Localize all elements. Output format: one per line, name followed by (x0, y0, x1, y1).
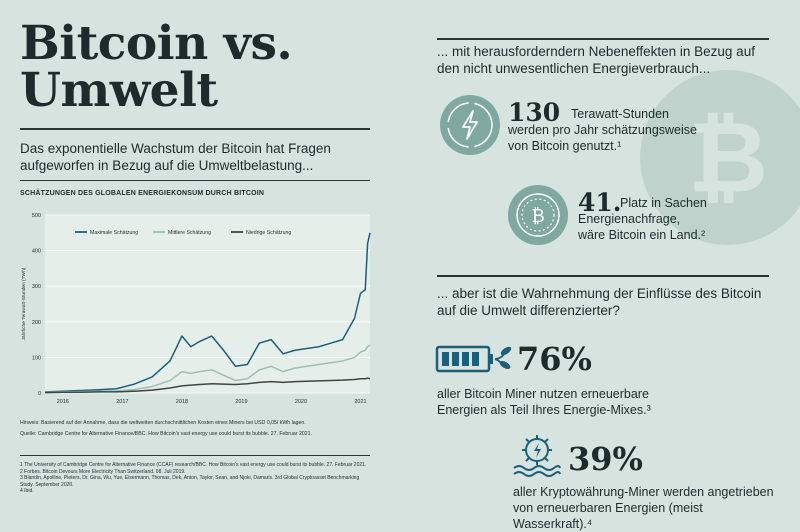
y-tick-label: 100 (32, 355, 41, 361)
section-heading-1: ... mit herausforderndern Nebeneffekten … (437, 44, 755, 76)
series-line-2 (44, 344, 371, 394)
x-tick-label: 2018 (176, 399, 188, 405)
bitcoin-watermark-icon: ₿ (640, 70, 800, 245)
title-line-1: Bitcoin vs. (20, 16, 293, 71)
stat-76-text: aller Bitcoin Miner nutzen erneuerbare E… (437, 387, 651, 417)
legend-label-1: Maximale Schätzung (90, 230, 138, 236)
divider (20, 455, 370, 456)
x-tick-label: 2020 (295, 399, 307, 405)
chart-title: SCHÄTZUNGEN DES GLOBALEN ENERGIEKONSUM D… (20, 190, 265, 197)
divider (20, 128, 370, 130)
section-heading-2: ... aber ist die Wahrnehmung der Einflüs… (437, 286, 762, 318)
energy-chart: 0 100 200 300 400 500 2016 2017 2018 2019 2020 2021… (20, 205, 375, 415)
x-tick-label: 2019 (235, 399, 247, 405)
bitcoin-coin-icon: ₿ (508, 185, 568, 245)
chart-source: Quelle: Cambridge Centre for Alternative… (20, 431, 312, 437)
x-tick-label: 2021 (354, 399, 366, 405)
stat-130-text: Terawatt-Stunden werden pro Jahr schätzu… (508, 107, 697, 153)
plot-background (45, 215, 370, 393)
footnote-2: 2 Forbes. Bitcoin Devours More Electrici… (20, 468, 186, 475)
footnote-3: 3 Blandin, Apolline, Pieters, Dr. Gina, … (20, 475, 360, 488)
battery-plant-icon (435, 343, 515, 375)
legend-label-3: Niedrige Schätzung (246, 230, 291, 236)
chart-note: Hinweis: Basierend auf der Annahme, dass… (20, 420, 306, 426)
y-tick-label: 0 (38, 391, 41, 397)
divider (437, 275, 769, 277)
stat-39-value: 39% (568, 440, 643, 478)
stat-41-text: Platz in Sachen Energienachfrage, wäre B… (578, 196, 707, 242)
x-tick-label: 2016 (57, 399, 69, 405)
y-axis-label: Jährliche Terawatt-Stunden (TWh) (21, 267, 27, 340)
y-tick-label: 500 (32, 213, 41, 219)
title-line-2: Umwelt (20, 63, 218, 118)
y-tick-label: 400 (32, 249, 41, 255)
stat-41-value: 41. (578, 188, 622, 217)
stat-130-value: 130 (508, 98, 561, 127)
stat-76-value: 76% (517, 340, 592, 378)
series-line-1 (44, 232, 371, 393)
footnotes: 1 The University of Cambridge Centre for… (20, 462, 370, 495)
divider (437, 38, 769, 40)
intro-text: Das exponentielle Wachstum der Bitcoin h… (20, 141, 331, 173)
svg-text:₿: ₿ (531, 206, 544, 227)
y-tick-label: 300 (32, 284, 41, 290)
footnote-4: 4 Ibid. (20, 488, 34, 494)
y-tick-label: 200 (32, 320, 41, 326)
water-wheel-icon (512, 432, 562, 480)
series-line-3 (44, 377, 371, 394)
chart-svg: 0 100 200 300 400 500 2016 2017 2018 2019 2020 2021… (21, 213, 371, 405)
svg-text:₿: ₿ (687, 101, 767, 215)
footnote-1: 1 The University of Cambridge Centre for… (20, 462, 367, 468)
x-tick-label: 2017 (116, 399, 128, 405)
page-title: Bitcoin vs. Umwelt (20, 20, 350, 114)
legend-label-2: Mittlere Schätzung (168, 230, 211, 236)
lightning-icon (440, 95, 500, 155)
divider (20, 180, 370, 181)
